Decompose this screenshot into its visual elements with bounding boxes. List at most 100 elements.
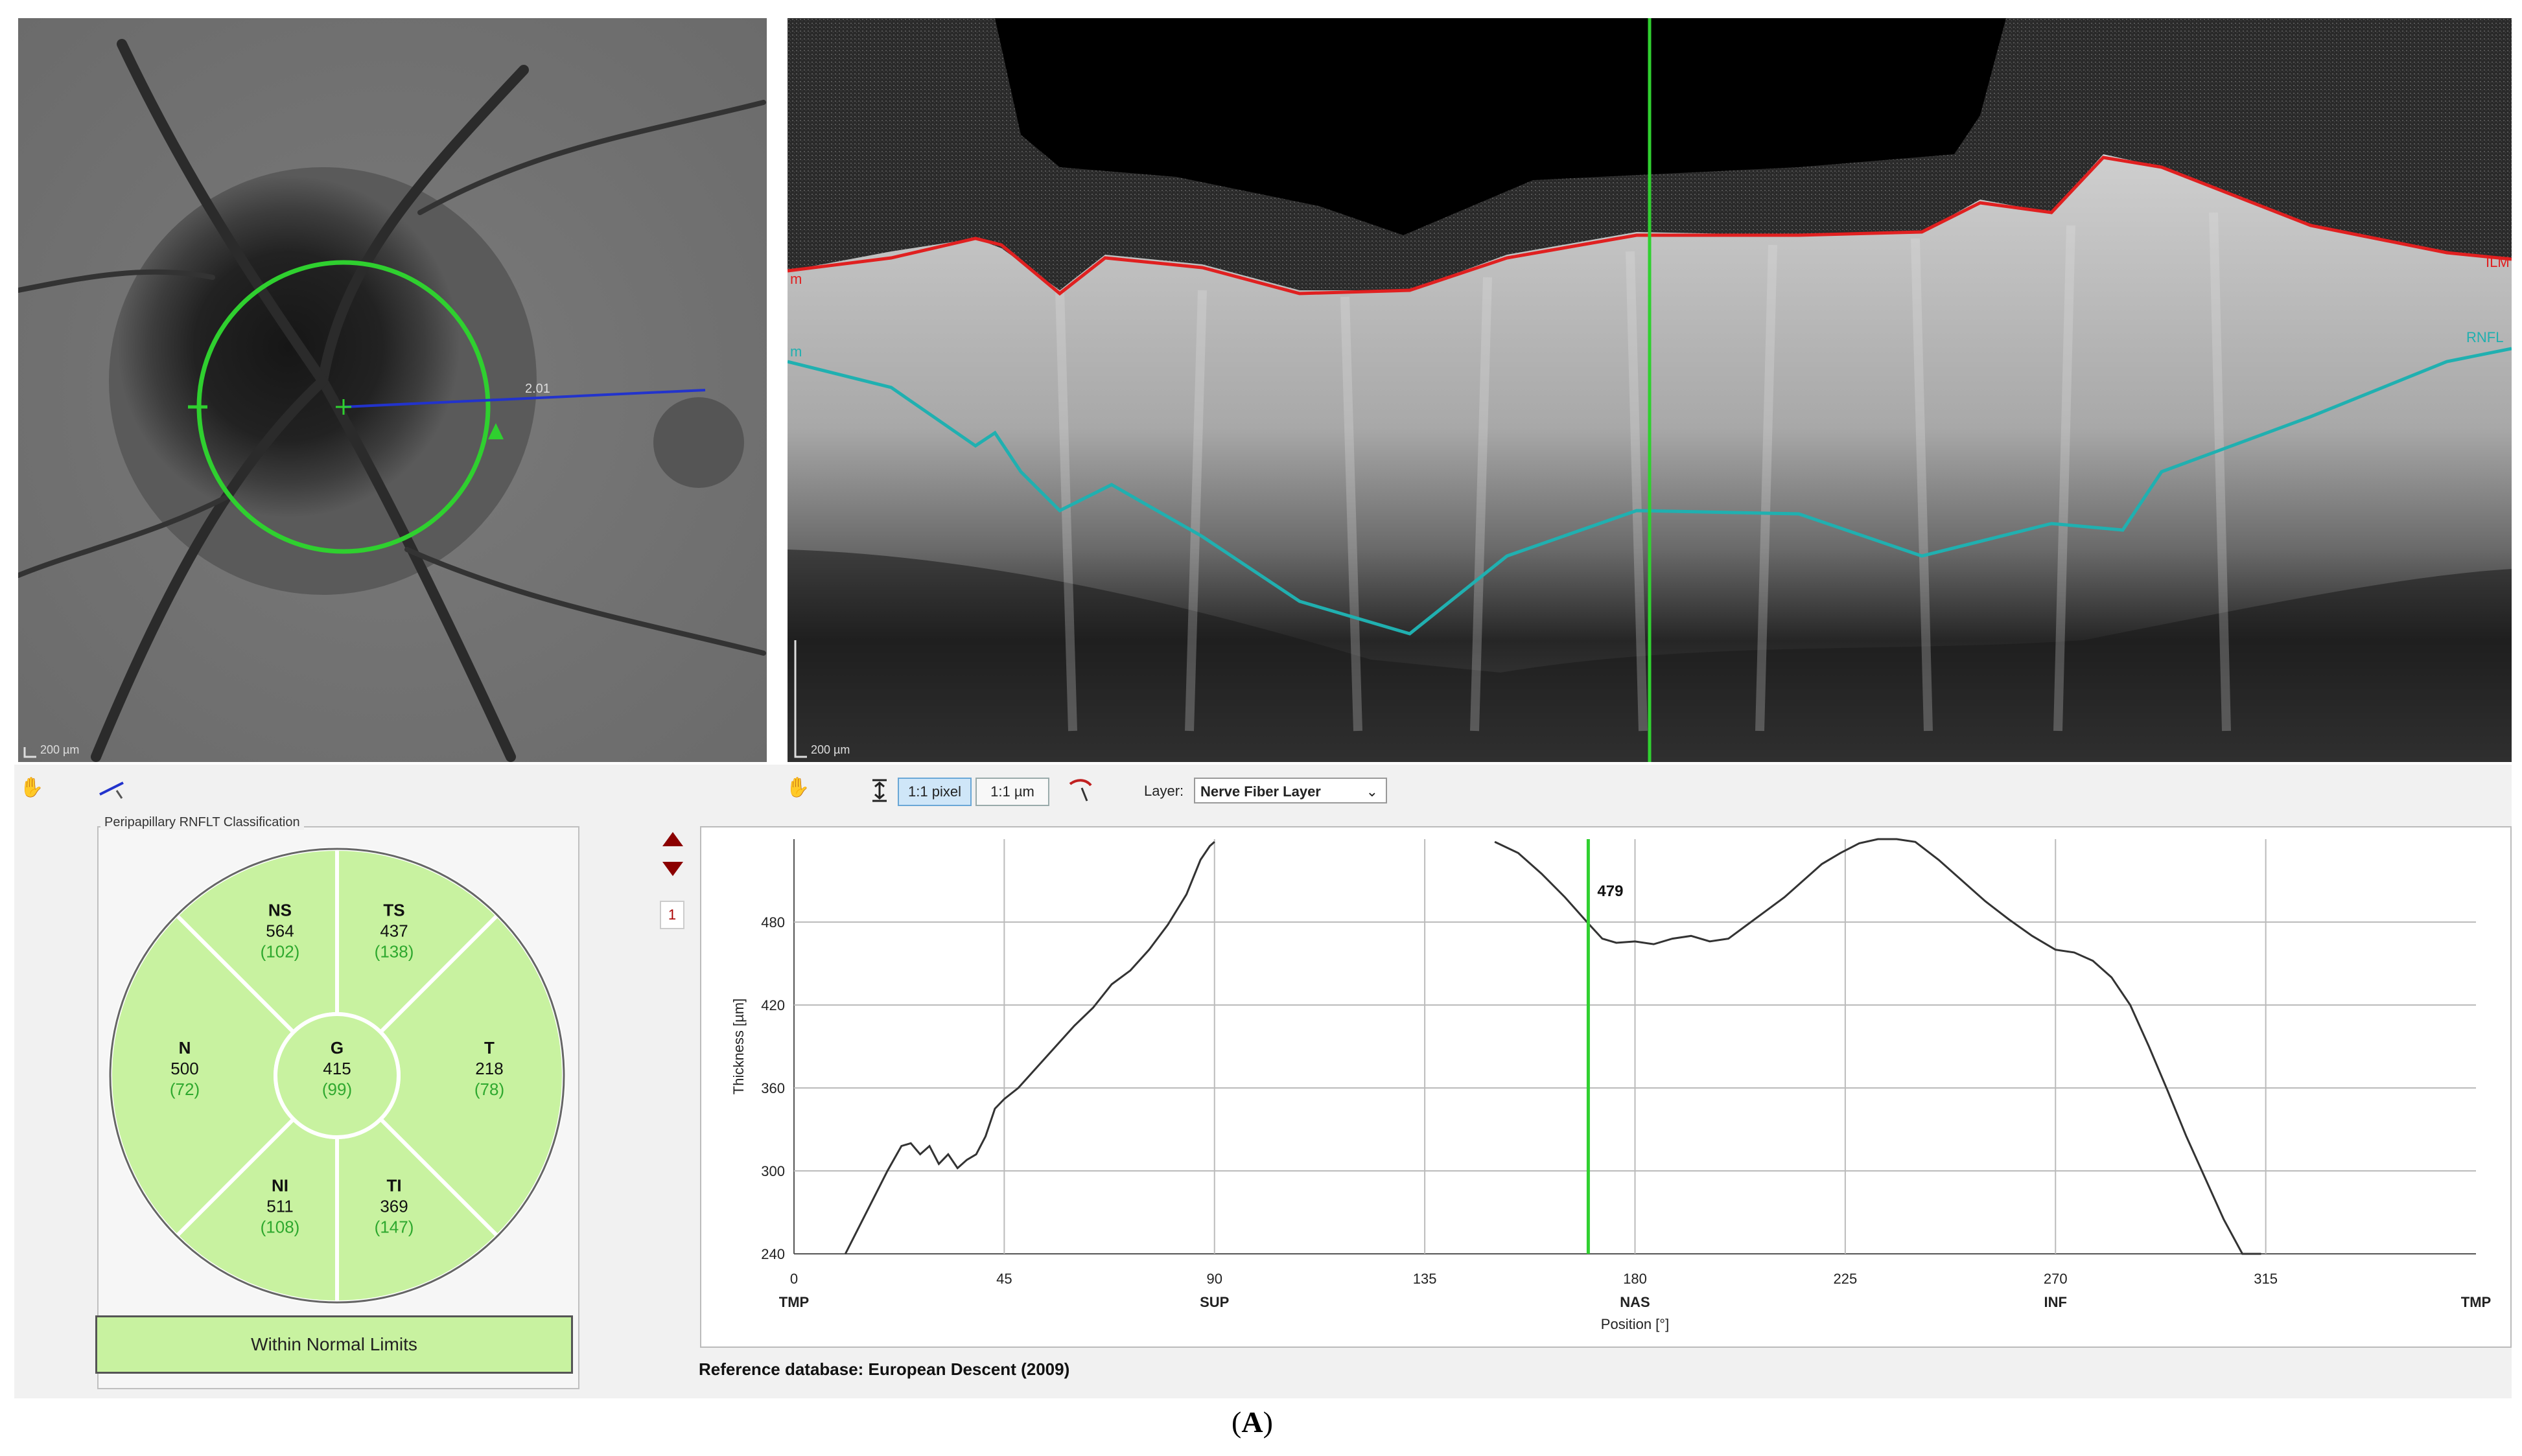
- x-tick-label: 225: [1834, 1271, 1858, 1287]
- data-point: [1859, 842, 1860, 844]
- ilm-label: ILM: [2486, 254, 2510, 270]
- hand-tool-icon[interactable]: ✋: [19, 776, 44, 799]
- reference-database-text: Reference database: European Descent (20…: [699, 1359, 1070, 1379]
- data-point: [1709, 941, 1711, 942]
- layer-select[interactable]: Nerve Fiber Layer ⌄: [1194, 778, 1387, 803]
- bscan-hand-tool-icon[interactable]: ✋: [786, 776, 810, 799]
- sector-value: 511: [266, 1196, 293, 1216]
- sector-name: TI: [386, 1175, 401, 1195]
- ilm-boundary: [788, 156, 2512, 296]
- chevron-down-icon: ⌄: [1366, 783, 1378, 800]
- edit-segmentation-icon[interactable]: [1066, 778, 1096, 803]
- data-point: [873, 1198, 874, 1199]
- measure-tool-icon[interactable]: [97, 776, 130, 802]
- data-point: [2055, 949, 2056, 951]
- bscan-scale-label: 200 µm: [811, 743, 850, 756]
- data-point: [1055, 1046, 1057, 1047]
- rnfl-boundary: [788, 347, 2512, 636]
- data-point: [1541, 873, 1542, 874]
- data-point: [1186, 894, 1187, 895]
- x-sector-label: SUP: [1200, 1294, 1229, 1310]
- sector-g: [274, 1012, 401, 1139]
- thickness-series-1: [1494, 838, 2261, 1255]
- oct-bscan-image[interactable]: ILM RNFL m m 200 µm: [788, 18, 2512, 762]
- data-point: [2092, 960, 2094, 962]
- y-tick-label: 360: [761, 1080, 785, 1096]
- x-tick-label: 90: [1207, 1271, 1222, 1287]
- x-tick-label: 315: [2254, 1271, 2278, 1287]
- thickness-series-0: [844, 841, 1215, 1254]
- figure-caption: (A): [1232, 1405, 1273, 1439]
- sector-name: N: [179, 1038, 191, 1057]
- sector-ref: (99): [322, 1080, 352, 1099]
- sector-ref: (102): [261, 942, 300, 962]
- fovea-axis: [343, 389, 706, 408]
- sector-label-t: T 218 (78): [474, 1038, 504, 1099]
- data-point: [1200, 859, 1201, 861]
- layer-select-value: Nerve Fiber Layer: [1200, 783, 1321, 800]
- data-point: [2204, 1177, 2206, 1179]
- data-point: [975, 1153, 977, 1155]
- data-point: [1653, 943, 1654, 945]
- sector-name: NI: [272, 1175, 288, 1195]
- cursor-value-label: 479: [1597, 883, 1623, 900]
- fundus-image[interactable]: 2.01 200 µm: [18, 18, 767, 762]
- y-tick-label: 480: [761, 914, 785, 930]
- zoom-fit-icon[interactable]: [869, 778, 891, 803]
- fundus-scale-label: 200 µm: [40, 743, 79, 756]
- sector-ref: (72): [170, 1080, 200, 1099]
- data-point: [1003, 1098, 1005, 1100]
- sector-value: 437: [380, 921, 408, 941]
- x-sector-label: TMP: [2461, 1294, 2491, 1310]
- sector-outline: [109, 848, 565, 1304]
- page-indicator[interactable]: 1: [660, 901, 684, 929]
- sector-name: TS: [383, 901, 404, 920]
- data-point: [1130, 970, 1131, 971]
- bscan-left-label-ilm: m: [790, 271, 802, 287]
- scale-1to1-pixel-button[interactable]: 1:1 pixel: [898, 778, 972, 806]
- x-sector-label: INF: [2044, 1294, 2067, 1310]
- classification-result: Within Normal Limits: [95, 1315, 573, 1374]
- data-point: [966, 1159, 968, 1161]
- data-point: [1672, 938, 1673, 940]
- sector-name: NS: [268, 901, 292, 920]
- sector-ref: (138): [375, 942, 414, 962]
- x-sector-label: NAS: [1620, 1294, 1650, 1310]
- thickness-graph-box: [700, 826, 2512, 1348]
- data-point: [887, 1170, 888, 1172]
- sector-label-g: G 415 (99): [322, 1038, 352, 1099]
- scale-1to1-um-button[interactable]: 1:1 µm: [975, 778, 1049, 806]
- arrow-down-icon[interactable]: [660, 859, 686, 879]
- data-point: [1728, 938, 1729, 940]
- x-sector-label: TMP: [779, 1294, 809, 1310]
- x-tick-label: 45: [996, 1271, 1012, 1287]
- arrow-up-icon[interactable]: [660, 829, 686, 849]
- sector-ref: (108): [261, 1217, 300, 1236]
- x-tick-label: 0: [790, 1271, 798, 1287]
- rnfl-label: RNFL: [2466, 329, 2503, 345]
- y-axis-label: Thickness [µm]: [730, 999, 747, 1094]
- sector-value: 218: [475, 1059, 503, 1078]
- data-point: [2130, 1004, 2131, 1006]
- data-point: [1602, 938, 1603, 940]
- sector-value: 564: [266, 921, 294, 941]
- bscan-svg: ILM RNFL m m 200 µm: [788, 18, 2512, 762]
- data-point: [985, 1136, 987, 1137]
- sector-value: 500: [170, 1059, 198, 1078]
- sector-name: G: [331, 1038, 344, 1057]
- classification-title: Peripapillary RNFLT Classification: [100, 815, 304, 830]
- data-point: [1036, 1067, 1038, 1068]
- data-point: [1018, 1087, 1019, 1089]
- fundus-svg: 2.01 200 µm: [18, 18, 767, 762]
- sector-ref: (78): [474, 1080, 504, 1099]
- y-tick-label: 240: [761, 1246, 785, 1262]
- sector-ref: (147): [375, 1217, 414, 1236]
- x-tick-label: 180: [1623, 1271, 1647, 1287]
- data-point: [2186, 1136, 2187, 1137]
- thickness-chart[interactable]: 0 45 90 135 180 225 270 315 240 300 360 420 480 TMP SU…: [700, 826, 2512, 1348]
- x-tick-label: 135: [1413, 1271, 1437, 1287]
